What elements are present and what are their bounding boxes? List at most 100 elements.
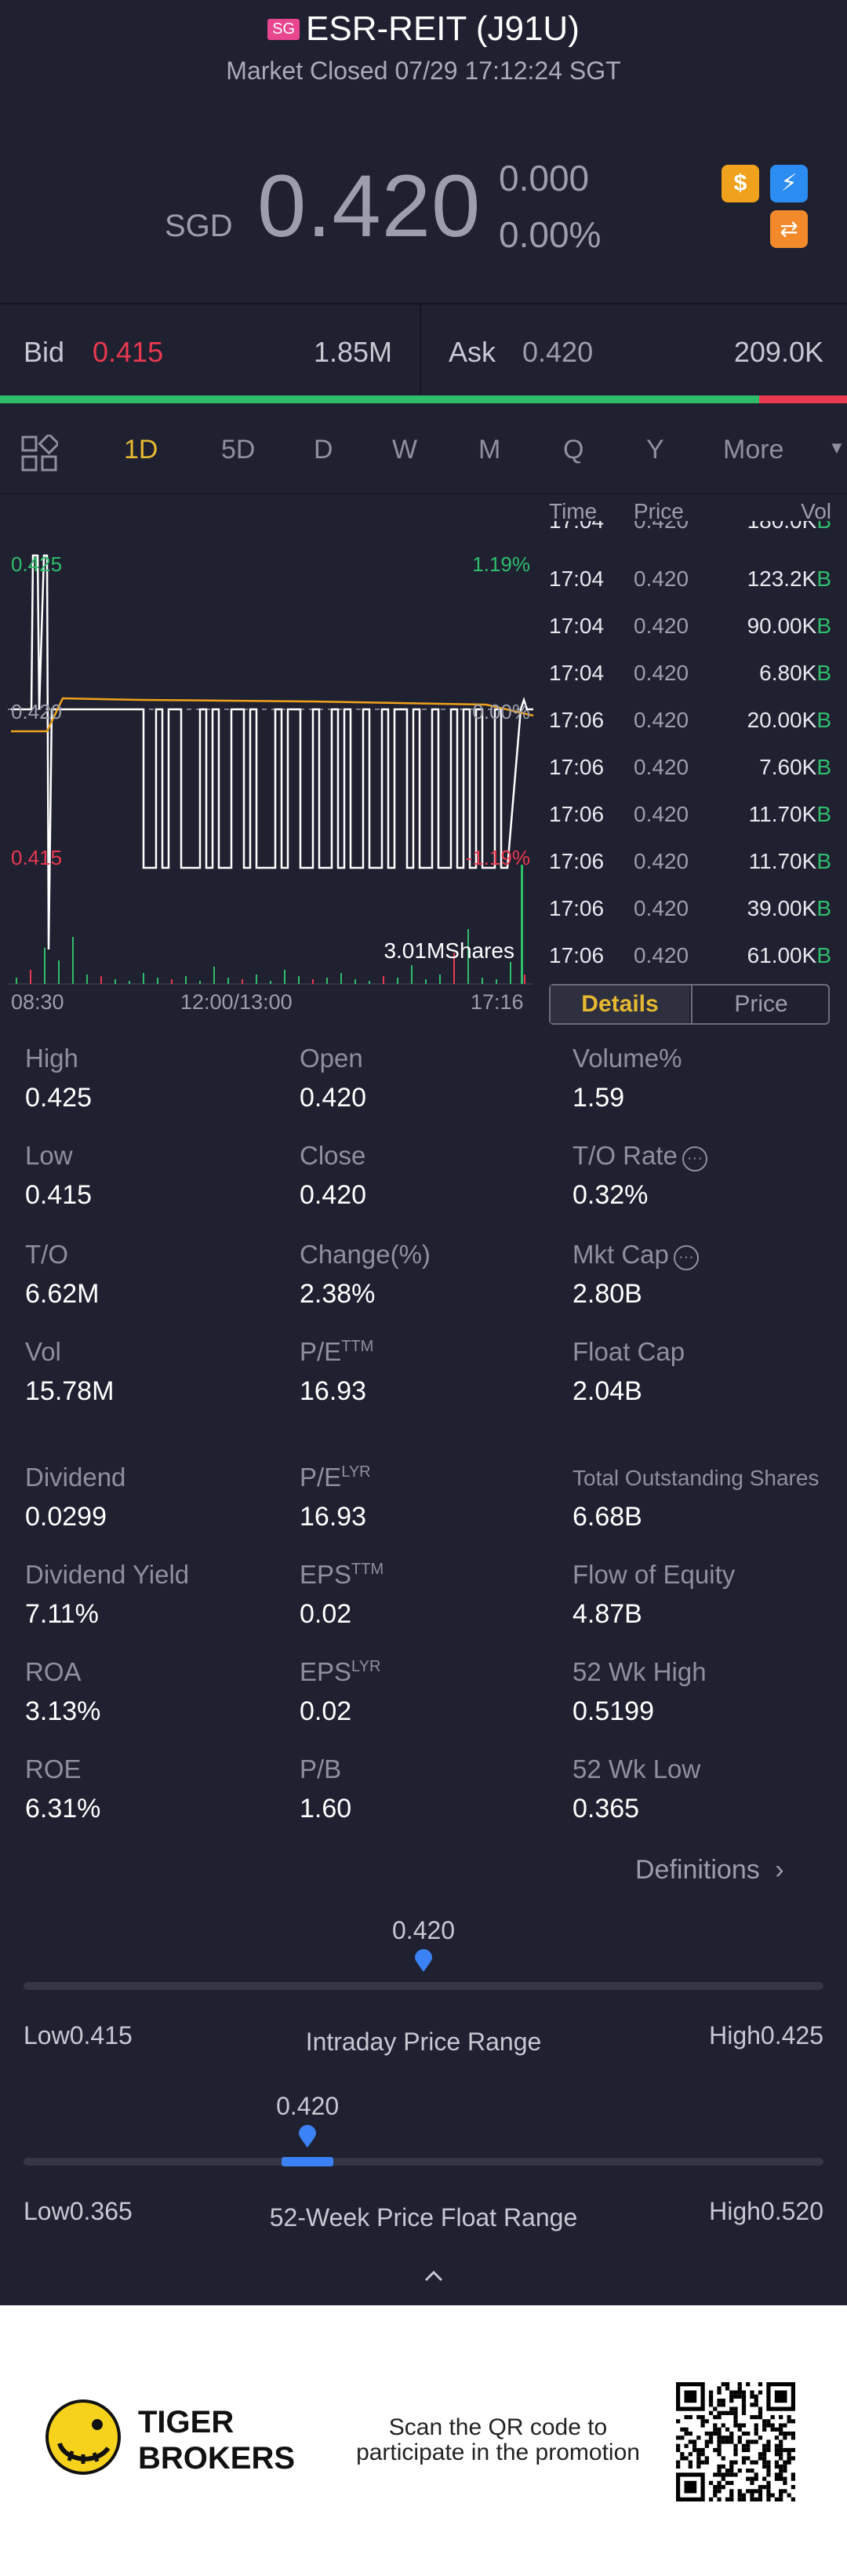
trade-price: 0.420	[634, 849, 689, 873]
volume-bar	[326, 978, 328, 984]
stat-pe-ttm-label: P/ETTM	[300, 1337, 374, 1366]
dollar-icon[interactable]: $	[722, 165, 759, 202]
week52-current-value: 0.420	[276, 2092, 340, 2120]
week52-low: Low0.365	[24, 2197, 133, 2225]
details-toggle-button[interactable]: Details	[551, 986, 689, 1023]
chevron-down-icon[interactable]: ▼	[828, 438, 845, 457]
chart-high-pct: 1.19%	[472, 552, 530, 576]
stat-high-value: 0.425	[25, 1083, 93, 1113]
qr-code[interactable]	[676, 2382, 795, 2501]
trade-price: 0.420	[634, 943, 689, 967]
volume-bar	[115, 979, 116, 984]
trade-header-vol: Vol	[801, 499, 831, 523]
stat-mktcap-value: 2.80B	[573, 1279, 642, 1309]
trade-time: 17:06	[549, 802, 605, 826]
stat-pe-lyr-label: P/ELYR	[300, 1463, 371, 1492]
price-change: 0.000	[499, 158, 590, 199]
volume-bar	[510, 962, 511, 984]
stat-52wk-high-value: 0.5199	[573, 1696, 654, 1726]
time-axis-mid: 12:00/13:00	[180, 990, 293, 1014]
shuffle-icon[interactable]: ⇄	[770, 210, 808, 248]
trade-vol: 39.00KB	[747, 896, 831, 920]
volume-bar	[340, 973, 342, 984]
tab-m[interactable]: M	[478, 435, 501, 465]
promo-line-1: Scan the QR code to	[388, 2414, 608, 2440]
header: SG ESR-REIT (J91U) Market Closed 07/29 17…	[0, 0, 847, 94]
volume-bar	[242, 979, 243, 984]
intraday-high: High0.425	[709, 2021, 823, 2050]
chevron-up-icon[interactable]	[424, 2266, 444, 2286]
trade-vol: 11.70KB	[748, 802, 831, 826]
volume-bar	[496, 979, 497, 984]
trade-price: 0.420	[634, 567, 689, 591]
intraday-current-value: 0.420	[392, 1916, 456, 1944]
volume-bar	[129, 981, 130, 984]
trade-vol: 11.70KB	[748, 849, 831, 873]
bid-ratio-bar	[0, 395, 759, 403]
volume-bar	[16, 978, 17, 984]
promo-line-2: participate in the promotion	[356, 2439, 640, 2465]
trade-row: 17:06 0.420 39.00KB	[549, 896, 831, 943]
definitions-label: Definitions	[635, 1855, 760, 1885]
info-icon[interactable]: ···	[682, 1146, 707, 1171]
trade-price: 0.420	[634, 755, 689, 779]
stat-vol-value: 15.78M	[25, 1376, 115, 1406]
stat-52wk-low-label: 52 Wk Low	[573, 1754, 701, 1784]
tab-1d[interactable]: 1D	[124, 435, 158, 465]
market-tag: SG	[267, 19, 300, 40]
chart-mid-price: 0.420	[11, 700, 63, 723]
chart-high-price: 0.425	[11, 552, 63, 576]
stat-to-value: 6.62M	[25, 1279, 100, 1309]
trade-price: 0.420	[634, 661, 689, 685]
volume-bar	[30, 970, 31, 984]
week52-range-marker	[282, 2157, 334, 2166]
tab-w[interactable]: W	[392, 435, 418, 465]
info-icon[interactable]: ···	[673, 1245, 699, 1270]
price-line	[11, 554, 533, 950]
stat-divyield-value: 7.11%	[25, 1599, 99, 1629]
week52-range-title: 52-Week Price Float Range	[269, 2203, 578, 2232]
time-axis-start: 08:30	[11, 990, 64, 1014]
stat-floatcap-label: Float Cap	[573, 1337, 685, 1366]
chevron-right-icon: ›	[775, 1855, 784, 1885]
stat-close-label: Close	[300, 1141, 366, 1170]
trade-vol: 123.2KB	[747, 567, 831, 591]
price-toggle-button[interactable]: Price	[691, 986, 830, 1023]
trade-row: 17:06 0.420 7.60KB	[549, 755, 831, 802]
bid-price: 0.415	[93, 336, 164, 368]
intraday-chart[interactable]: 0.425 1.19% 0.420 0.00% 0.415 -1.19% 3.0…	[0, 496, 541, 1026]
trade-header-price: Price	[634, 499, 684, 523]
stat-flow-value: 4.87B	[573, 1599, 642, 1629]
page-title: SG ESR-REIT (J91U)	[0, 9, 847, 49]
ask-ratio-bar	[759, 395, 847, 403]
volume-bar	[227, 978, 229, 984]
trade-row: 17:04 0.420 6.80KB	[549, 661, 831, 708]
trade-time: 17:06	[549, 755, 605, 779]
stat-close-value: 0.420	[300, 1180, 367, 1210]
chart-grid-icon[interactable]	[20, 435, 58, 472]
stat-vol-label: Vol	[25, 1337, 61, 1366]
tab-q[interactable]: Q	[563, 435, 584, 465]
promo-footer: TIGER BROKERS Scan the QR code to partic…	[0, 2305, 847, 2576]
tab-more[interactable]: More	[723, 435, 784, 465]
trade-time: 17:04	[549, 521, 604, 534]
volume-bar	[171, 979, 173, 984]
tab-y[interactable]: Y	[646, 435, 664, 465]
tab-d[interactable]: D	[314, 435, 333, 465]
definitions-link[interactable]: Definitions ›	[635, 1855, 784, 1886]
trade-vol: 6.80KB	[759, 661, 831, 685]
stat-volpct-value: 1.59	[573, 1083, 625, 1113]
trade-price: 0.420	[634, 521, 689, 534]
tab-5d[interactable]: 5D	[221, 435, 256, 465]
volume-bar	[86, 975, 88, 984]
bid-ask-panel: Bid 0.415 1.85M Ask 0.420 209.0K	[0, 303, 847, 399]
trade-price: 0.420	[634, 708, 689, 732]
trade-row-partial: 17:04 0.420 180.0KB	[549, 521, 831, 538]
trade-time: 17:04	[549, 614, 605, 638]
trade-time: 17:06	[549, 943, 605, 967]
brand-name: TIGER BROKERS	[138, 2404, 295, 2476]
trade-price: 0.420	[634, 802, 689, 826]
bolt-icon[interactable]: ⚡	[770, 165, 808, 202]
stat-floatcap-value: 2.04B	[573, 1376, 642, 1406]
chart-low-price: 0.415	[11, 846, 63, 869]
